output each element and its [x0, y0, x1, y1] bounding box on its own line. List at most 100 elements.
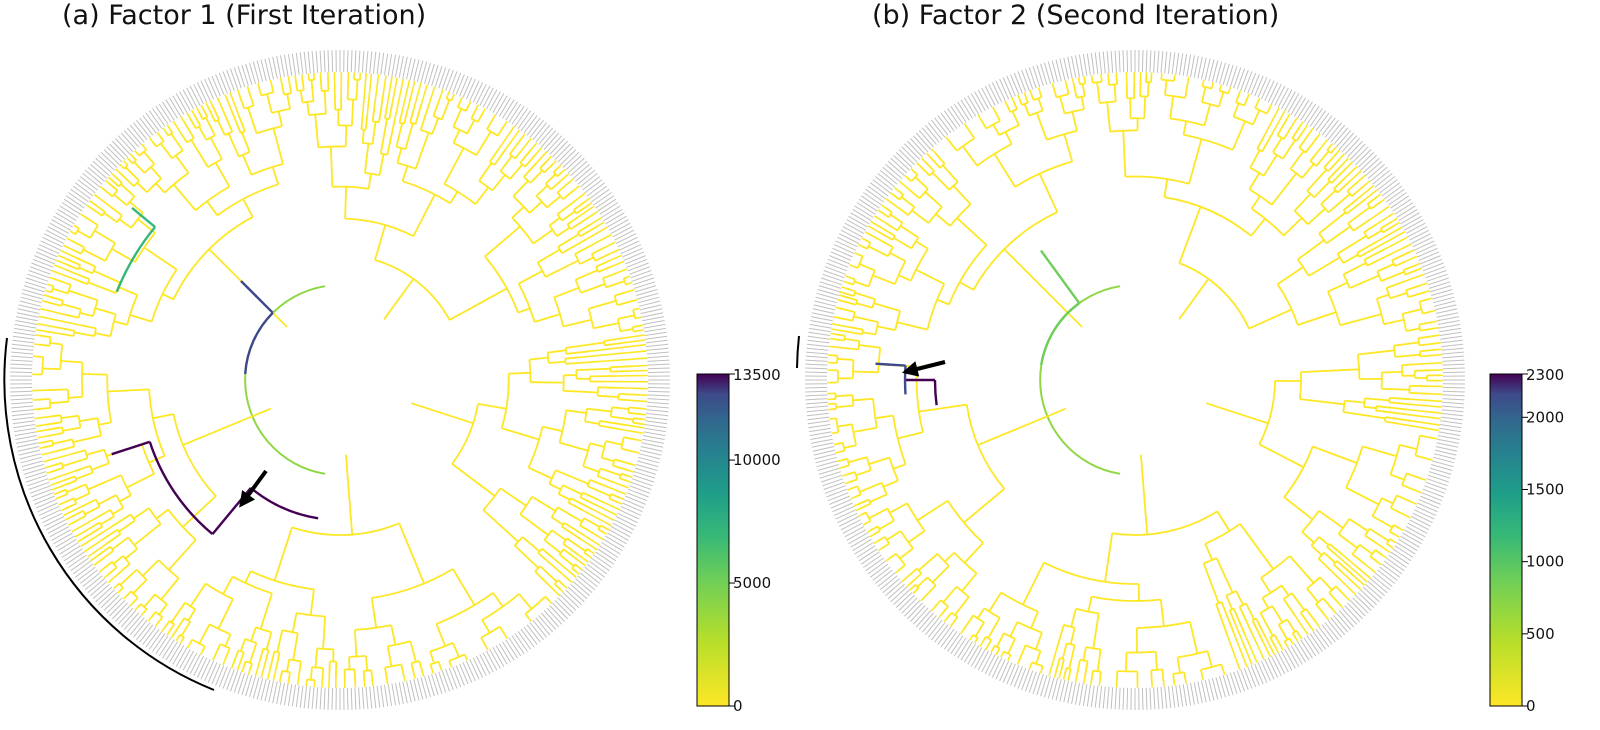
tree-branch [1007, 638, 1016, 655]
tree-branch [940, 628, 955, 648]
tree-branch [87, 281, 117, 294]
tree-branch [475, 104, 480, 109]
tree-branch [1092, 613, 1100, 649]
tree-branch [557, 233, 580, 248]
tree-branch [13, 424, 36, 429]
tree-branch [1262, 641, 1272, 658]
tree-branch [1289, 555, 1315, 584]
tree-branch [445, 669, 454, 691]
tree-branch [402, 56, 408, 79]
tree-branch [628, 411, 642, 416]
tree-branch [569, 178, 574, 183]
tree-branch [1386, 282, 1401, 289]
tree-branch [1188, 138, 1203, 185]
tree-branch [387, 684, 393, 706]
tree-branch [479, 85, 491, 106]
tree-branch [1426, 478, 1448, 487]
tree-branch [1384, 236, 1409, 250]
tree-branch [601, 542, 621, 555]
tree-branch [521, 536, 541, 553]
tree-branch [552, 140, 568, 158]
tree-branch [409, 58, 416, 81]
tree-branch [1231, 120, 1246, 151]
tree-branch [1438, 431, 1461, 437]
tree-branch [1178, 206, 1202, 264]
tree-branch [974, 639, 978, 644]
tree-branch [816, 460, 838, 468]
tree-branch [566, 215, 581, 226]
tree-arc [250, 486, 319, 520]
tree-branch [241, 154, 253, 176]
tree-branch [163, 620, 171, 629]
tree-branch [1273, 634, 1282, 648]
tree-branch [1106, 686, 1110, 709]
tree-branch [810, 320, 833, 325]
tree-branch [597, 198, 617, 212]
tree-branch [489, 148, 500, 163]
tree-branch [636, 464, 658, 471]
tree-branch [303, 51, 308, 74]
tree-branch [1030, 93, 1035, 101]
tree-branch [1355, 149, 1372, 166]
tree-branch [967, 95, 980, 115]
tree-branch [29, 266, 51, 275]
tree-branch [1240, 69, 1249, 91]
tree-branch [837, 316, 853, 322]
tree-branch [1284, 648, 1296, 669]
tree-branch [882, 227, 896, 237]
tree-branch [1036, 64, 1044, 87]
tree-branch [90, 581, 108, 597]
tree-branch [623, 436, 638, 441]
tree-branch [119, 494, 132, 503]
tree-arc [836, 355, 839, 364]
tree-branch [1414, 369, 1434, 372]
tree-branch [416, 677, 424, 700]
tree-branch [456, 100, 462, 108]
tree-branch [1312, 445, 1358, 464]
tree-panel-a [9, 49, 671, 711]
tree-branch [1291, 632, 1297, 639]
tree-branch [805, 390, 828, 393]
tree-branch [117, 607, 134, 625]
tree-branch [431, 117, 440, 135]
tree-branch [1236, 68, 1245, 90]
tree-branch [1257, 77, 1268, 98]
tree-branch [83, 539, 103, 553]
tree-branch [840, 346, 859, 351]
tree-branch [56, 326, 75, 332]
tree-branch [647, 359, 670, 362]
tree-branch [79, 324, 97, 330]
tree-branch [916, 576, 929, 588]
tree-branch [830, 251, 852, 261]
tree-branch [877, 325, 896, 331]
tree-branch [619, 240, 640, 251]
tree-branch [523, 162, 537, 178]
tree-branch [166, 124, 171, 129]
tree-branch [560, 594, 577, 611]
tree-branch [822, 478, 844, 487]
tree-branch [552, 602, 568, 620]
tree-branch [1318, 211, 1346, 235]
tree-branch [1275, 648, 1280, 653]
tree-branch [1090, 74, 1093, 80]
tree-branch [890, 586, 908, 603]
tree-branch [1308, 256, 1341, 277]
tree-branch [462, 77, 473, 98]
tree-branch [550, 175, 567, 191]
tree-branch [1319, 576, 1333, 591]
tree-branch [1035, 112, 1048, 141]
tree-branch [875, 362, 906, 367]
tree-branch [591, 245, 607, 255]
tree-branch [852, 538, 872, 552]
tree-branch [222, 660, 226, 666]
tree-branch [195, 107, 200, 112]
tree-branch [841, 286, 846, 289]
tree-branch [1110, 50, 1114, 73]
tree-branch [881, 204, 886, 209]
tree-branch [98, 589, 115, 606]
tree-branch [1347, 140, 1363, 158]
tree-branch [1156, 50, 1160, 73]
tree-branch [452, 568, 476, 606]
tree-branch [1407, 522, 1428, 534]
tree-branch [612, 522, 633, 534]
